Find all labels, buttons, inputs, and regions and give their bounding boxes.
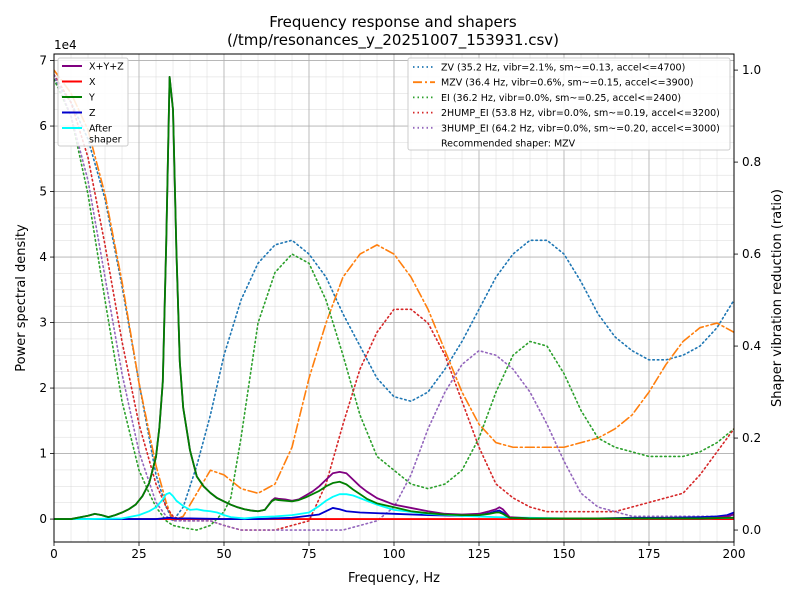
shaper-line-2 <box>54 78 734 531</box>
shaper-legend-label-2: EI (36.2 Hz, vibr=0.0%, sm~=0.25, accel<… <box>441 93 681 104</box>
axis-ticks: 0 25 50 75 100 125 150 175 200 0 1 2 3 4 5 6 7 0.0 0.2 0.4 0… <box>39 54 761 561</box>
x-tick-label: 0 <box>50 547 58 561</box>
shaper-legend-label-3: 2HUMP_EI (53.8 Hz, vibr=0.0%, sm~=0.19, … <box>441 108 720 119</box>
x-tick-label: 175 <box>638 547 661 561</box>
shaper-line-0 <box>54 78 734 522</box>
psd-legend: X+Y+Z XYZ After shaper <box>57 57 129 147</box>
psd-legend-label-1: X <box>89 77 96 88</box>
x-axis-label: Frequency, Hz <box>348 571 440 586</box>
x-tick-label: 25 <box>131 547 146 561</box>
y-tick-label: 0 <box>39 512 47 526</box>
y-tick-label: 7 <box>39 54 47 68</box>
psd-legend-label-line: shaper <box>89 135 122 146</box>
y-tick-label: 6 <box>39 119 47 133</box>
psd-legend-label-line: Y <box>88 93 95 104</box>
y2-tick-label: 0.0 <box>742 523 761 537</box>
shaper-line-3 <box>54 73 734 531</box>
shaper-legend-label-0: ZV (35.2 Hz, vibr=2.1%, sm~=0.13, accel<… <box>441 63 685 74</box>
psd-legend-label-line: X <box>89 77 96 88</box>
chart-title: Frequency response and shapers <box>269 13 517 31</box>
psd-legend-label-line: After <box>89 124 112 135</box>
shaper-line-1 <box>54 69 734 522</box>
shaper-legend: ZV (35.2 Hz, vibr=2.1%, sm~=0.13, accel<… <box>407 57 731 151</box>
y-axis-label: Power spectral density <box>14 224 29 372</box>
y-tick-label: 3 <box>39 316 47 330</box>
psd-legend-label-3: Z <box>89 108 96 119</box>
x-tick-label: 200 <box>723 547 746 561</box>
psd-legend-box <box>57 57 129 147</box>
shaper-legend-box <box>407 57 731 151</box>
y-multiplier-label: 1e4 <box>54 38 77 52</box>
y-tick-label: 4 <box>39 250 47 264</box>
plot-frame <box>53 53 735 543</box>
y2-tick-label: 0.6 <box>742 247 761 261</box>
psd-legend-label-4: After shaper <box>89 124 122 146</box>
x-tick-label: 125 <box>468 547 491 561</box>
y2-tick-label: 1.0 <box>742 63 761 77</box>
psd-legend-label-line: X+Y+Z <box>89 62 124 73</box>
psd-line-2 <box>54 76 734 520</box>
x-tick-label: 75 <box>301 547 316 561</box>
x-tick-label: 100 <box>383 547 406 561</box>
x-tick-label: 150 <box>553 547 576 561</box>
x-tick-label: 50 <box>216 547 231 561</box>
y2-tick-label: 0.4 <box>742 339 761 353</box>
shaper-legend-label-1: MZV (36.4 Hz, vibr=0.6%, sm~=0.15, accel… <box>441 78 693 89</box>
psd-legend-label-0: X+Y+Z <box>89 62 124 73</box>
plot-lines <box>54 69 734 531</box>
shaper-legend-label-4: 3HUMP_EI (64.2 Hz, vibr=0.0%, sm~=0.20, … <box>441 123 720 134</box>
y-tick-label: 5 <box>39 185 47 199</box>
y-tick-label: 1 <box>39 447 47 461</box>
psd-legend-label-line: Z <box>89 108 96 119</box>
chart-subtitle: (/tmp/resonances_y_20251007_153931.csv) <box>227 31 559 50</box>
y-tick-label: 2 <box>39 381 47 395</box>
recommended-shaper-note: Recommended shaper: MZV <box>441 139 576 150</box>
y2-tick-label: 0.8 <box>742 155 761 169</box>
y2-axis-label: Shaper vibration reduction (ratio) <box>770 189 785 407</box>
psd-legend-label-2: Y <box>88 93 95 104</box>
y2-tick-label: 0.2 <box>742 431 761 445</box>
